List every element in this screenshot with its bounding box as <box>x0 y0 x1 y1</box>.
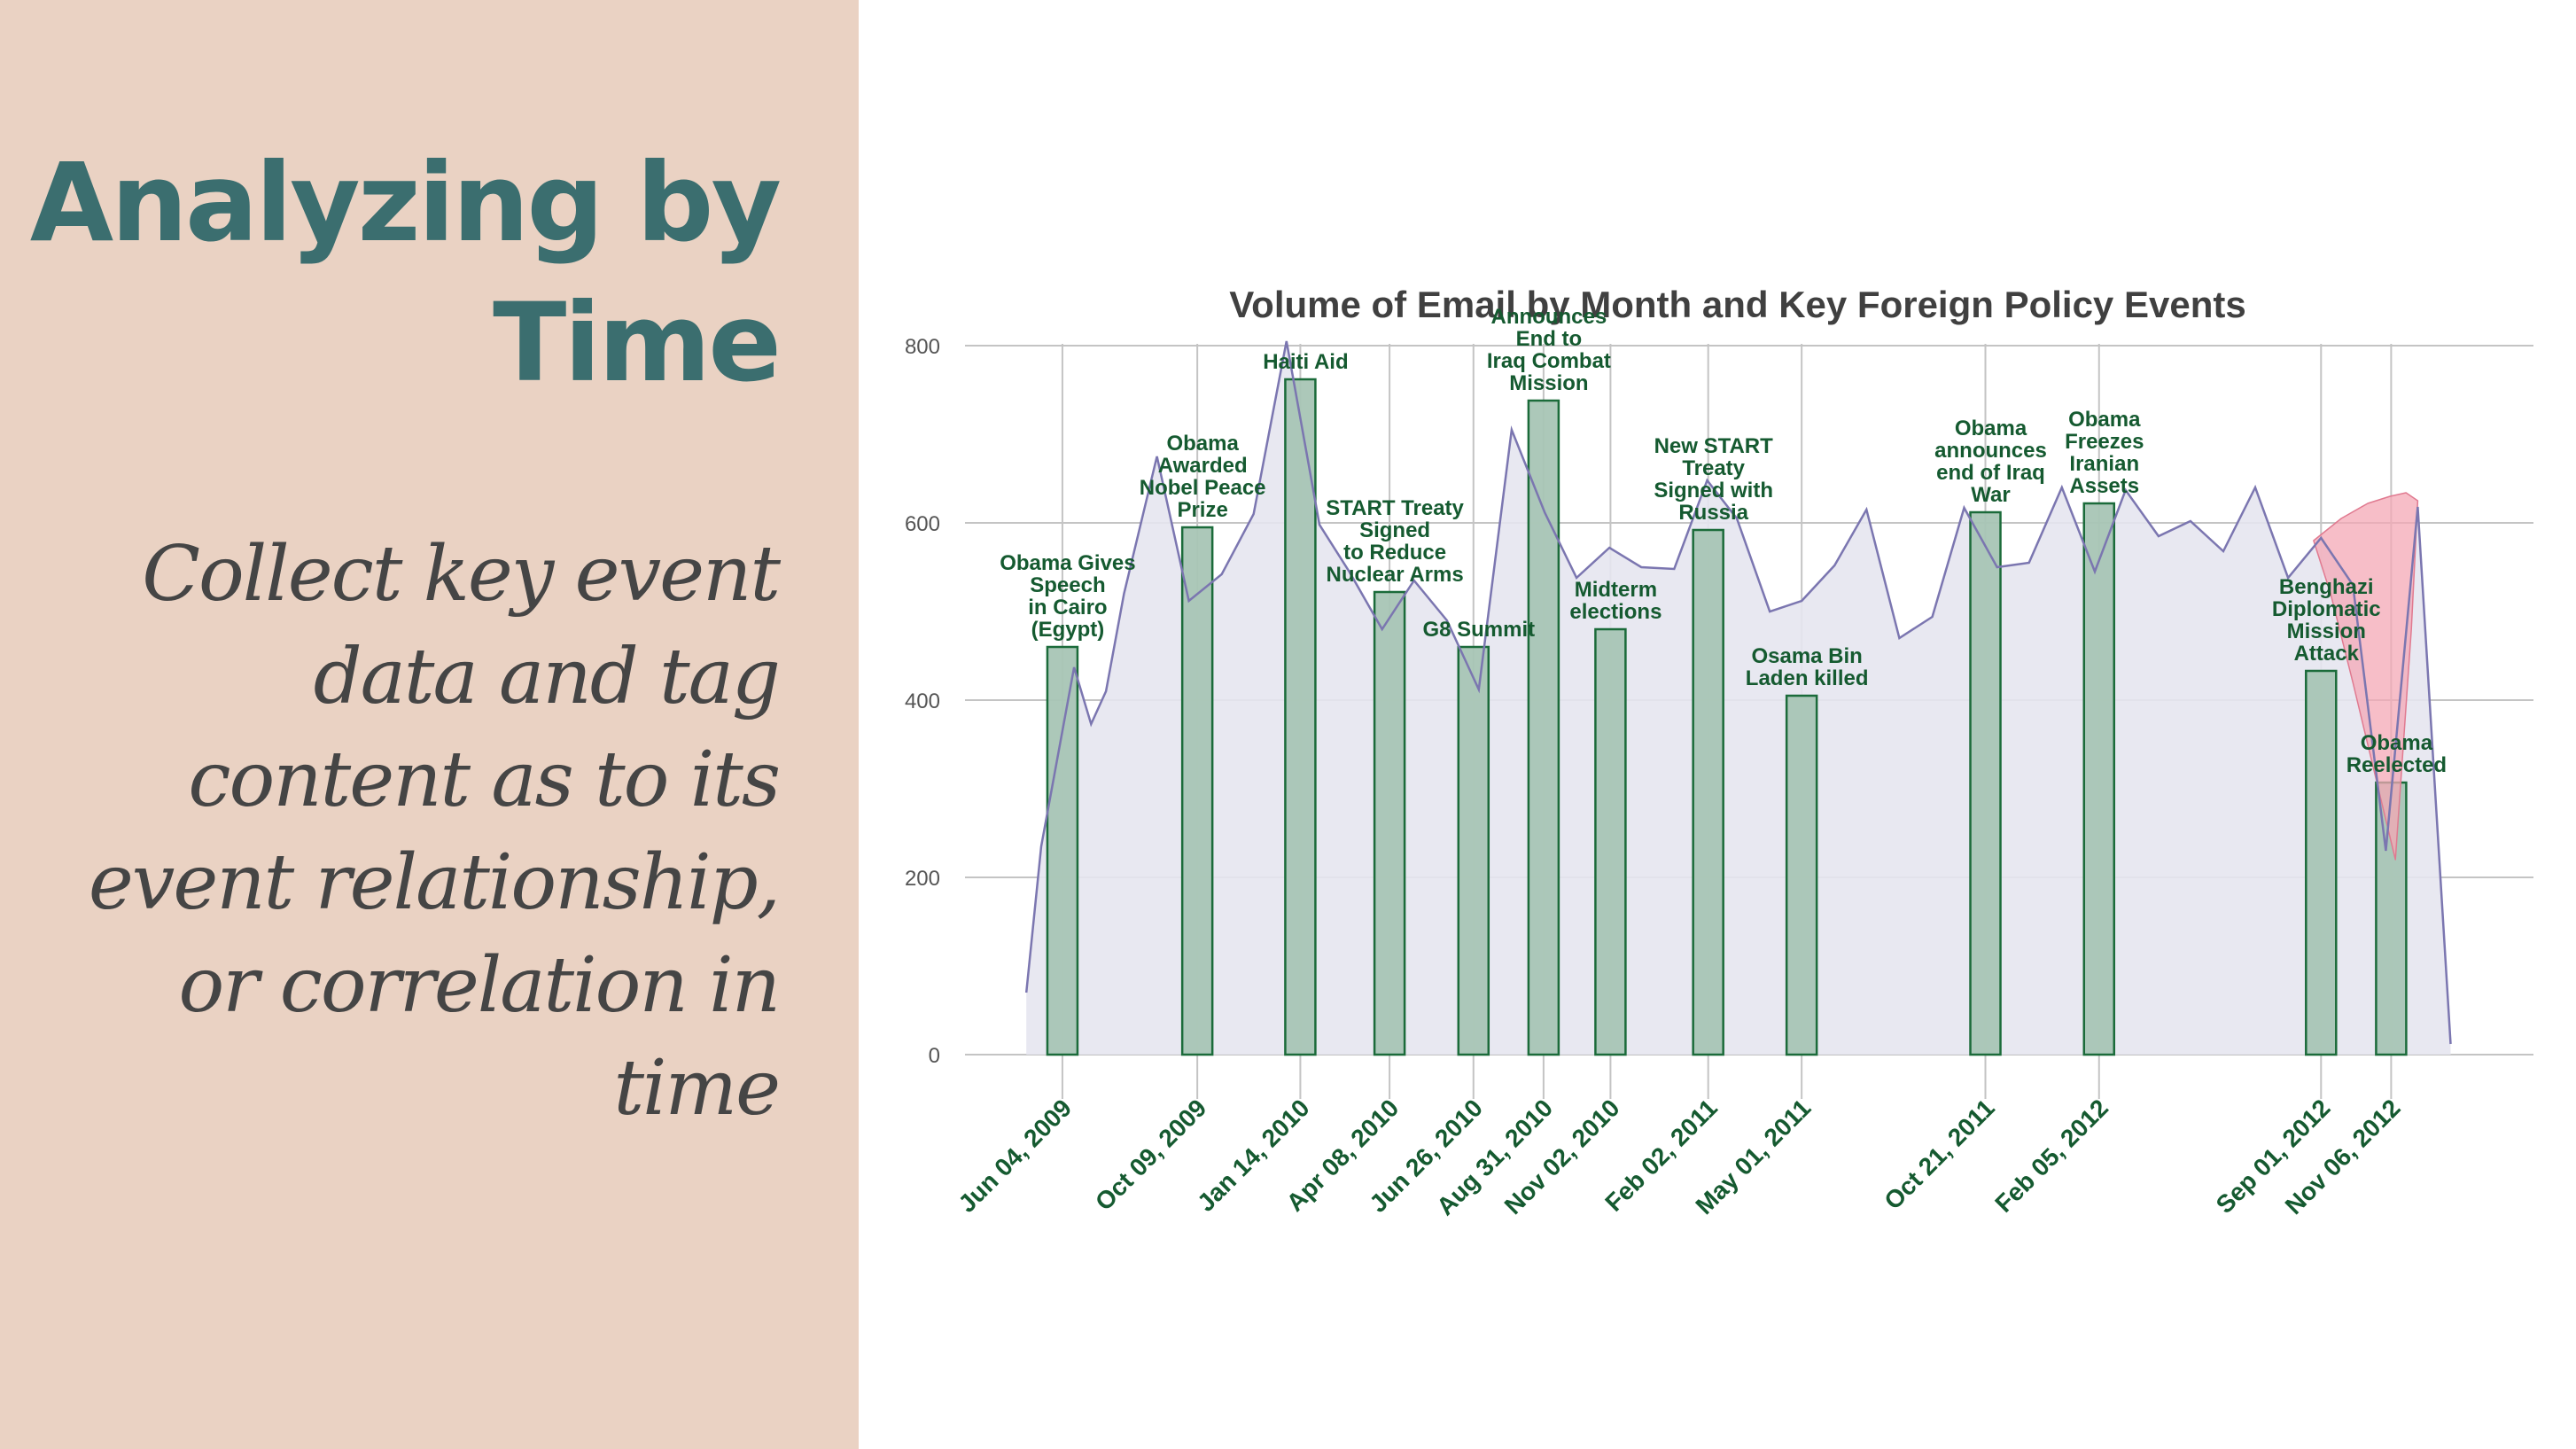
y-tick-label: 400 <box>905 689 940 713</box>
event-label: Haiti Aid <box>1263 350 1348 374</box>
event-bar-layer <box>1046 378 2408 1056</box>
y-tick-label: 0 <box>929 1044 940 1068</box>
event-label: Obama Reelected <box>2346 731 2447 777</box>
x-tick-label: Oct 21, 2011 <box>1879 1094 1999 1214</box>
slide-title: Analyzing by Time <box>29 140 782 406</box>
event-label: Announces End to Iraq Combat Mission <box>1487 305 1611 395</box>
event-bar <box>1692 528 1724 1056</box>
event-bar <box>1527 399 1560 1056</box>
volume-line-layer <box>1024 340 2452 1045</box>
chart-title: Volume of Email by Month and Key Foreign… <box>1229 284 2245 325</box>
email-volume-chart: Volume of Email by Month and Key Foreign… <box>859 0 2576 1449</box>
y-tick-label: 200 <box>905 867 940 891</box>
event-label: New START Treaty Signed with Russia <box>1654 434 1773 525</box>
event-label: START Treaty Signed to Reduce Nuclear Arms <box>1326 496 1464 587</box>
x-tick-label: Feb 05, 2012 <box>1989 1094 2113 1218</box>
event-bar <box>1373 590 1406 1056</box>
event-label: Obama Freezes Iranian Assets <box>2065 408 2144 498</box>
event-label: Obama announces end of Iraq War <box>1934 417 2047 507</box>
x-tick-label: Jun 04, 2009 <box>953 1094 1077 1218</box>
event-bar <box>1969 510 2002 1056</box>
event-label: Benghazi Diplomatic Mission Attack <box>2272 575 2381 666</box>
highlight-region <box>2313 492 2419 861</box>
event-label: Osama Bin Laden killed <box>1746 644 1869 690</box>
event-bar <box>1180 526 1214 1056</box>
y-tick-label: 800 <box>905 335 940 359</box>
highlight-layer <box>2313 492 2419 861</box>
event-bar <box>1785 694 1818 1056</box>
event-label: G8 Summit <box>1422 618 1535 642</box>
event-bar <box>1457 645 1490 1056</box>
event-label: Midterm elections <box>1569 578 1662 624</box>
left-panel: Analyzing by Time Collect key event data… <box>0 0 859 1449</box>
event-bar <box>2082 502 2116 1056</box>
y-tick-label: 600 <box>905 512 940 536</box>
event-bar <box>1046 645 1079 1056</box>
event-label-layer: Obama Gives Speech in Cairo (Egypt)Obama Awa… <box>1000 305 2447 777</box>
event-label: Obama Awarded Nobel Peace Prize <box>1140 432 1266 522</box>
event-label: Obama Gives Speech in Cairo (Egypt) <box>1000 551 1135 642</box>
chart-svg: Volume of Email by Month and Key Foreign… <box>905 284 2533 1220</box>
event-bar <box>2305 669 2338 1056</box>
event-bar <box>1284 378 1317 1056</box>
event-bar <box>1594 627 1627 1056</box>
volume-line <box>1024 340 2452 1045</box>
slide-body-text: Collect key event data and tag content a… <box>88 530 781 1133</box>
